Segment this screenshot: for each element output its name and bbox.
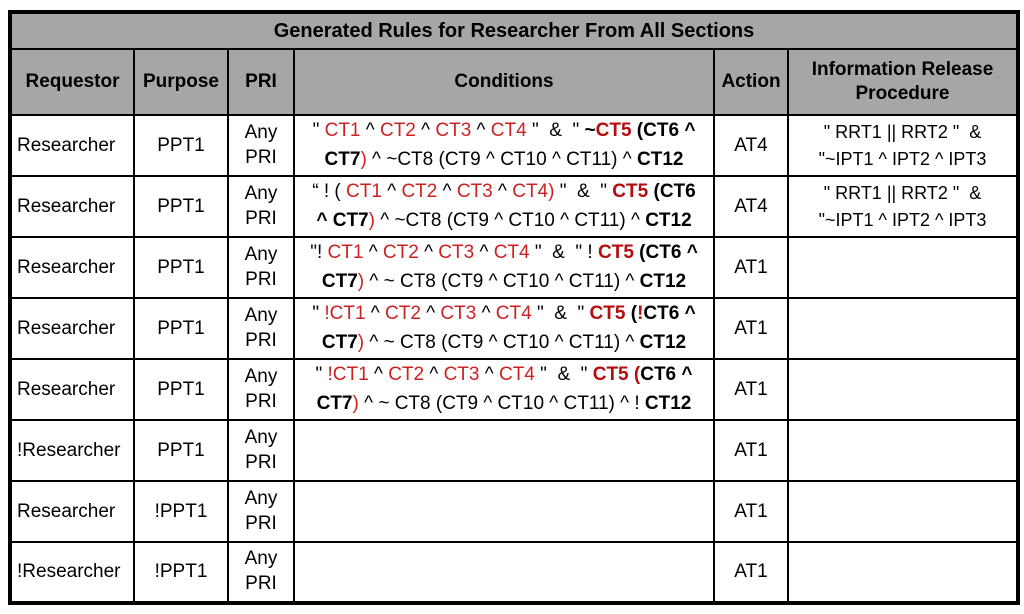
conditions-cell — [293, 541, 715, 604]
table-row: Researcher PPT1 Any PRI " !CT1 ^ CT2 ^ C… — [9, 297, 1019, 360]
requestor-cell: !Researcher — [9, 541, 135, 604]
irp-cell — [787, 236, 1019, 299]
column-header-conditions: Conditions — [293, 48, 715, 116]
pri-cell: Any PRI — [227, 480, 295, 543]
purpose-cell: PPT1 — [133, 419, 229, 482]
requestor-cell: Researcher — [9, 480, 135, 543]
irp-cell — [787, 419, 1019, 482]
rules-table: Generated Rules for Researcher From All … — [8, 10, 1020, 605]
requestor-cell: Researcher — [9, 175, 135, 238]
conditions-cell — [293, 419, 715, 482]
column-header-requestor: Requestor — [9, 48, 135, 116]
action-cell: AT1 — [713, 419, 789, 482]
irp-cell: " RRT1 || RRT2 " & "~IPT1 ^ IPT2 ^ IPT3 — [787, 114, 1019, 177]
table-row: Researcher PPT1 Any PRI " !CT1 ^ CT2 ^ C… — [9, 358, 1019, 421]
column-header-action: Action — [713, 48, 789, 116]
requestor-cell: Researcher — [9, 358, 135, 421]
table-header-row: Requestor Purpose PRI Conditions Action … — [9, 48, 1019, 116]
requestor-cell: Researcher — [9, 114, 135, 177]
table-title: Generated Rules for Researcher From All … — [9, 11, 1019, 50]
table-row: !Researcher PPT1 Any PRI AT1 — [9, 419, 1019, 482]
action-cell: AT1 — [713, 297, 789, 360]
conditions-cell: “ ! ( CT1 ^ CT2 ^ CT3 ^ CT4) " & " CT5 (… — [293, 175, 715, 238]
column-header-purpose: Purpose — [133, 48, 229, 116]
table-row: !Researcher !PPT1 Any PRI AT1 — [9, 541, 1019, 604]
pri-cell: Any PRI — [227, 541, 295, 604]
rules-table-container: Generated Rules for Researcher From All … — [8, 10, 1020, 605]
action-cell: AT1 — [713, 358, 789, 421]
requestor-cell: Researcher — [9, 297, 135, 360]
table-row: Researcher PPT1 Any PRI “ ! ( CT1 ^ CT2 … — [9, 175, 1019, 238]
requestor-cell: Researcher — [9, 236, 135, 299]
pri-cell: Any PRI — [227, 175, 295, 238]
pri-cell: Any PRI — [227, 419, 295, 482]
irp-cell: " RRT1 || RRT2 " & "~IPT1 ^ IPT2 ^ IPT3 — [787, 175, 1019, 238]
purpose-cell: PPT1 — [133, 175, 229, 238]
irp-cell — [787, 297, 1019, 360]
action-cell: AT1 — [713, 236, 789, 299]
action-cell: AT1 — [713, 480, 789, 543]
purpose-cell: !PPT1 — [133, 480, 229, 543]
purpose-cell: PPT1 — [133, 297, 229, 360]
column-header-pri: PRI — [227, 48, 295, 116]
purpose-cell: PPT1 — [133, 358, 229, 421]
pri-cell: Any PRI — [227, 358, 295, 421]
table-row: Researcher PPT1 Any PRI " CT1 ^ CT2 ^ CT… — [9, 114, 1019, 177]
column-header-irp: Information Release Procedure — [787, 48, 1019, 116]
conditions-cell: "! CT1 ^ CT2 ^ CT3 ^ CT4 " & " ! CT5 (CT… — [293, 236, 715, 299]
requestor-cell: !Researcher — [9, 419, 135, 482]
conditions-cell — [293, 480, 715, 543]
action-cell: AT4 — [713, 175, 789, 238]
purpose-cell: !PPT1 — [133, 541, 229, 604]
conditions-cell: " !CT1 ^ CT2 ^ CT3 ^ CT4 " & " CT5 (!CT6… — [293, 297, 715, 360]
irp-cell — [787, 358, 1019, 421]
pri-cell: Any PRI — [227, 114, 295, 177]
table-row: Researcher PPT1 Any PRI "! CT1 ^ CT2 ^ C… — [9, 236, 1019, 299]
purpose-cell: PPT1 — [133, 236, 229, 299]
pri-cell: Any PRI — [227, 297, 295, 360]
table-row: Researcher !PPT1 Any PRI AT1 — [9, 480, 1019, 543]
conditions-cell: " !CT1 ^ CT2 ^ CT3 ^ CT4 " & " CT5 (CT6 … — [293, 358, 715, 421]
conditions-cell: " CT1 ^ CT2 ^ CT3 ^ CT4 " & " ~CT5 (CT6 … — [293, 114, 715, 177]
table-title-row: Generated Rules for Researcher From All … — [9, 11, 1019, 50]
action-cell: AT1 — [713, 541, 789, 604]
irp-cell — [787, 541, 1019, 604]
irp-cell — [787, 480, 1019, 543]
action-cell: AT4 — [713, 114, 789, 177]
pri-cell: Any PRI — [227, 236, 295, 299]
purpose-cell: PPT1 — [133, 114, 229, 177]
